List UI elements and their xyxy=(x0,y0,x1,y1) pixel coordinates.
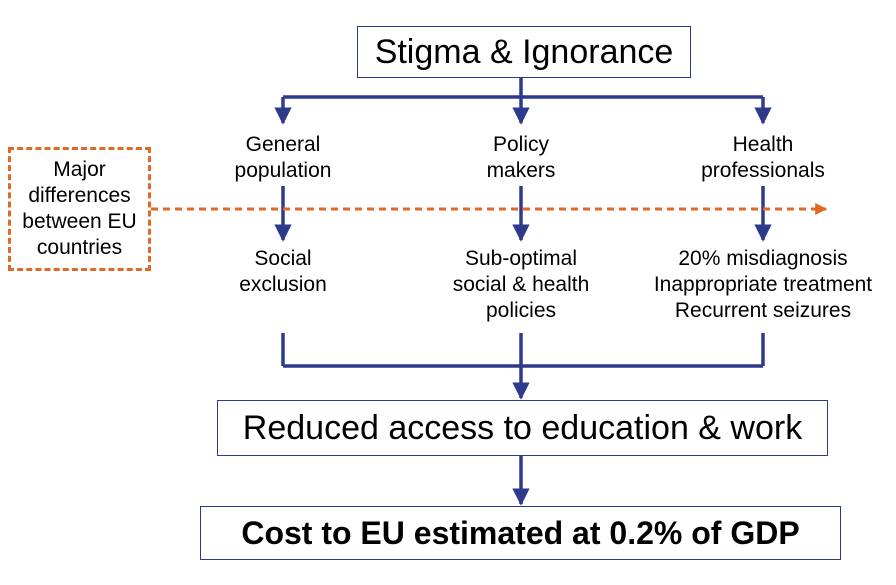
effect-policy: Sub-optimal social & health policies xyxy=(452,247,590,322)
effect-general: Social exclusion xyxy=(239,247,327,296)
cost-box: Cost to EU estimated at 0.2% of GDP xyxy=(200,506,841,560)
side-note-box: Major differences between EU countries xyxy=(8,147,151,271)
effect-health: 20% misdiagnosis Inappropriate treatment… xyxy=(653,247,873,322)
group-label-policy: Policy makers xyxy=(486,133,556,182)
side-note-line: between EU xyxy=(22,210,137,233)
reduced-access-title: Reduced access to education & work xyxy=(242,408,803,447)
side-note-line: countries xyxy=(36,236,123,259)
stigma-title: Stigma & Ignorance xyxy=(374,32,674,71)
reduced-access-box: Reduced access to education & work xyxy=(217,400,828,456)
stigma-box: Stigma & Ignorance xyxy=(357,26,691,78)
group-label-general: General population xyxy=(234,133,332,182)
cost-title: Cost to EU estimated at 0.2% of GDP xyxy=(241,514,800,551)
group-label-health: Health professionals xyxy=(701,133,825,182)
side-note-line: Major xyxy=(53,158,106,181)
side-note-line: differences xyxy=(28,184,131,207)
